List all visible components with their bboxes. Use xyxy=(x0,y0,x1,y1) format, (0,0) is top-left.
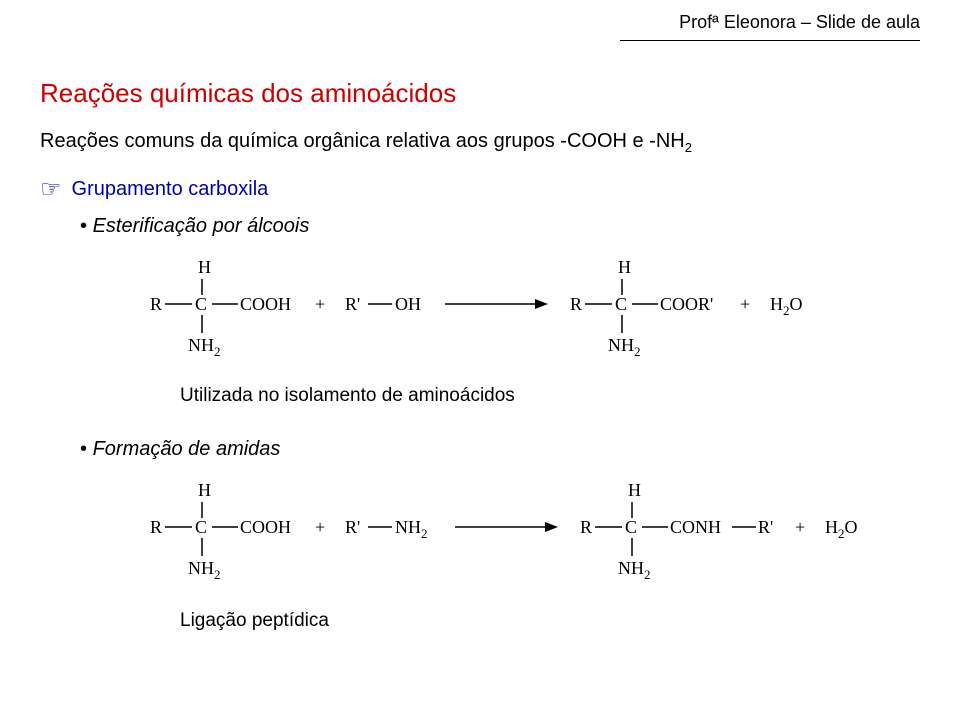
bullet-amidas: Formação de amidas xyxy=(80,438,280,461)
page-title: Reações químicas dos aminoácidos xyxy=(40,78,456,109)
r1-left-botsub: 2 xyxy=(214,344,221,359)
r1-h2o-o: O xyxy=(790,294,803,314)
r2-right-midr: CONH xyxy=(670,517,721,537)
r2-right-extra: R' xyxy=(758,517,773,537)
r1-right-top: H xyxy=(618,257,631,277)
bullet2-text: Formação de amidas xyxy=(93,438,281,460)
r1-plus2: + xyxy=(740,294,750,314)
svg-text:H2O: H2O xyxy=(825,517,858,541)
r1-right-midc: C xyxy=(615,294,627,314)
r2-reagent2-sub: 2 xyxy=(421,526,428,541)
r2-left-top: H xyxy=(198,480,211,500)
r2-right-top: H xyxy=(628,480,641,500)
r2-right-bot: NH xyxy=(618,558,644,578)
svg-text:NH2: NH2 xyxy=(618,558,651,582)
r2-right-botsub: 2 xyxy=(644,567,651,582)
r2-h2o-h: H xyxy=(825,517,838,537)
r1-left-midc: C xyxy=(195,294,207,314)
r1-plus1: + xyxy=(315,294,325,314)
reaction2-svg: H R C COOH NH2 + R' NH2 H R C CONH R' NH… xyxy=(140,478,900,588)
r1-reagent1: R' xyxy=(345,294,360,314)
svg-text:NH2: NH2 xyxy=(188,558,221,582)
svg-text:H2O: H2O xyxy=(770,294,803,318)
r1-reagent2: OH xyxy=(395,294,421,314)
subtitle-text: Reações comuns da química orgânica relat… xyxy=(40,130,685,152)
r1-left-midl: R xyxy=(150,294,162,314)
page-subtitle: Reações comuns da química orgânica relat… xyxy=(40,130,692,155)
r2-left-midc: C xyxy=(195,517,207,537)
r1-right-midr: COOR' xyxy=(660,294,713,314)
r2-reagent2: NH xyxy=(395,517,421,537)
r2-plus2: + xyxy=(795,517,805,537)
slide-header: Profª Eleonora – Slide de aula xyxy=(679,12,920,33)
r2-left-botsub: 2 xyxy=(214,567,221,582)
caption-utilizada: Utilizada no isolamento de aminoácidos xyxy=(180,385,515,407)
section-label: Grupamento carboxila xyxy=(72,178,269,200)
header-underline xyxy=(620,40,920,41)
svg-text:NH2: NH2 xyxy=(608,335,641,359)
r1-left-top: H xyxy=(198,257,211,277)
r1-left-bot: NH xyxy=(188,335,214,355)
r2-left-midl: R xyxy=(150,517,162,537)
r1-right-botsub: 2 xyxy=(634,344,641,359)
r2-left-midr: COOH xyxy=(240,517,291,537)
r1-left-midr: COOH xyxy=(240,294,291,314)
r2-left-bot: NH xyxy=(188,558,214,578)
r2-reagent1: R' xyxy=(345,517,360,537)
r2-plus1: + xyxy=(315,517,325,537)
header-text: Profª Eleonora – Slide de aula xyxy=(679,12,920,32)
r1-right-bot: NH xyxy=(608,335,634,355)
hand-icon: ☞ xyxy=(40,176,62,203)
r2-h2o-o: O xyxy=(845,517,858,537)
r2-right-midc: C xyxy=(625,517,637,537)
r1-right-midl: R xyxy=(570,294,582,314)
bullet-esterificacao: Esterificação por álcoois xyxy=(80,215,309,238)
reaction-2: H R C COOH NH2 + R' NH2 H R C CONH R' NH… xyxy=(140,478,900,588)
svg-text:NH2: NH2 xyxy=(188,335,221,359)
bullet1-text: Esterificação por álcoois xyxy=(93,215,310,237)
svg-text:NH2: NH2 xyxy=(395,517,428,541)
reaction-1: H R C COOH NH2 + R' OH H R C COOR' NH2 +… xyxy=(140,255,860,365)
r2-right-midl: R xyxy=(580,517,592,537)
caption-ligacao: Ligação peptídica xyxy=(180,610,329,632)
subtitle-sub: 2 xyxy=(685,140,692,155)
section-carboxila: ☞ Grupamento carboxila xyxy=(40,175,268,204)
reaction1-svg: H R C COOH NH2 + R' OH H R C COOR' NH2 +… xyxy=(140,255,860,365)
r1-h2o-h: H xyxy=(770,294,783,314)
